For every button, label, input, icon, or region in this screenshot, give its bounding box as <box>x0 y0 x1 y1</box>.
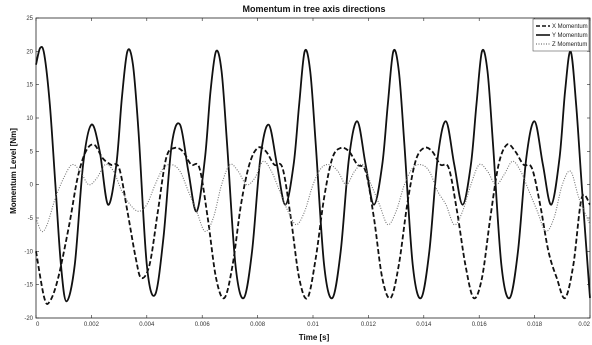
x-tick-label: 0.004 <box>139 322 155 328</box>
y-tick-label: -10 <box>24 249 33 255</box>
y-tick-label: 0 <box>30 183 34 189</box>
x-tick-label: 0.02 <box>578 322 590 328</box>
x-tick-label: 0.014 <box>416 322 432 328</box>
y-tick-label: 20 <box>26 49 33 55</box>
y-tick-label: 10 <box>26 116 33 122</box>
x-tick-label: 0.01 <box>307 322 319 328</box>
chart-title: Momentum in tree axis directions <box>242 4 385 14</box>
series-line-z-momentum <box>35 160 591 233</box>
x-tick-label: 0.016 <box>472 322 488 328</box>
legend-label-z-momentum: Z Momentum <box>552 42 587 48</box>
x-tick-label: 0.012 <box>361 322 377 328</box>
y-axis-label: Momentum Level [Nm] <box>9 128 18 214</box>
y-axis-ticks: -20 -15 -10 -5 0 5 10 15 20 25 <box>24 16 590 322</box>
x-tick-label: 0.018 <box>527 322 543 328</box>
y-tick-label: -5 <box>28 216 34 222</box>
legend-label-x-momentum: X Momentum <box>552 24 588 30</box>
x-axis-ticks: 0 0.002 0.004 0.006 0.008 0.01 0.012 0.014 0.016… <box>35 18 591 328</box>
series-line-x-momentum <box>35 143 591 305</box>
legend: X Momentum Y Momentum Z Momentum <box>532 18 590 52</box>
x-axis-label: Time [s] <box>299 333 330 342</box>
y-tick-label: -15 <box>24 283 33 289</box>
y-tick-label: 5 <box>30 149 34 155</box>
x-tick-label: 0.008 <box>250 322 266 328</box>
legend-label-y-momentum: Y Momentum <box>552 33 588 39</box>
y-tick-label: 15 <box>26 83 33 89</box>
plot-area: 0 0.002 0.004 0.006 0.008 0.01 0.012 0.014 0.016… <box>24 16 591 328</box>
x-tick-label: 0.002 <box>84 322 100 328</box>
series-layer <box>35 45 591 305</box>
y-tick-label: 25 <box>26 16 33 22</box>
axes-box <box>35 17 591 319</box>
x-tick-label: 0.006 <box>195 322 211 328</box>
y-tick-label: -20 <box>24 316 33 322</box>
x-tick-label: 0 <box>36 322 40 328</box>
series-line-y-momentum <box>35 45 591 303</box>
